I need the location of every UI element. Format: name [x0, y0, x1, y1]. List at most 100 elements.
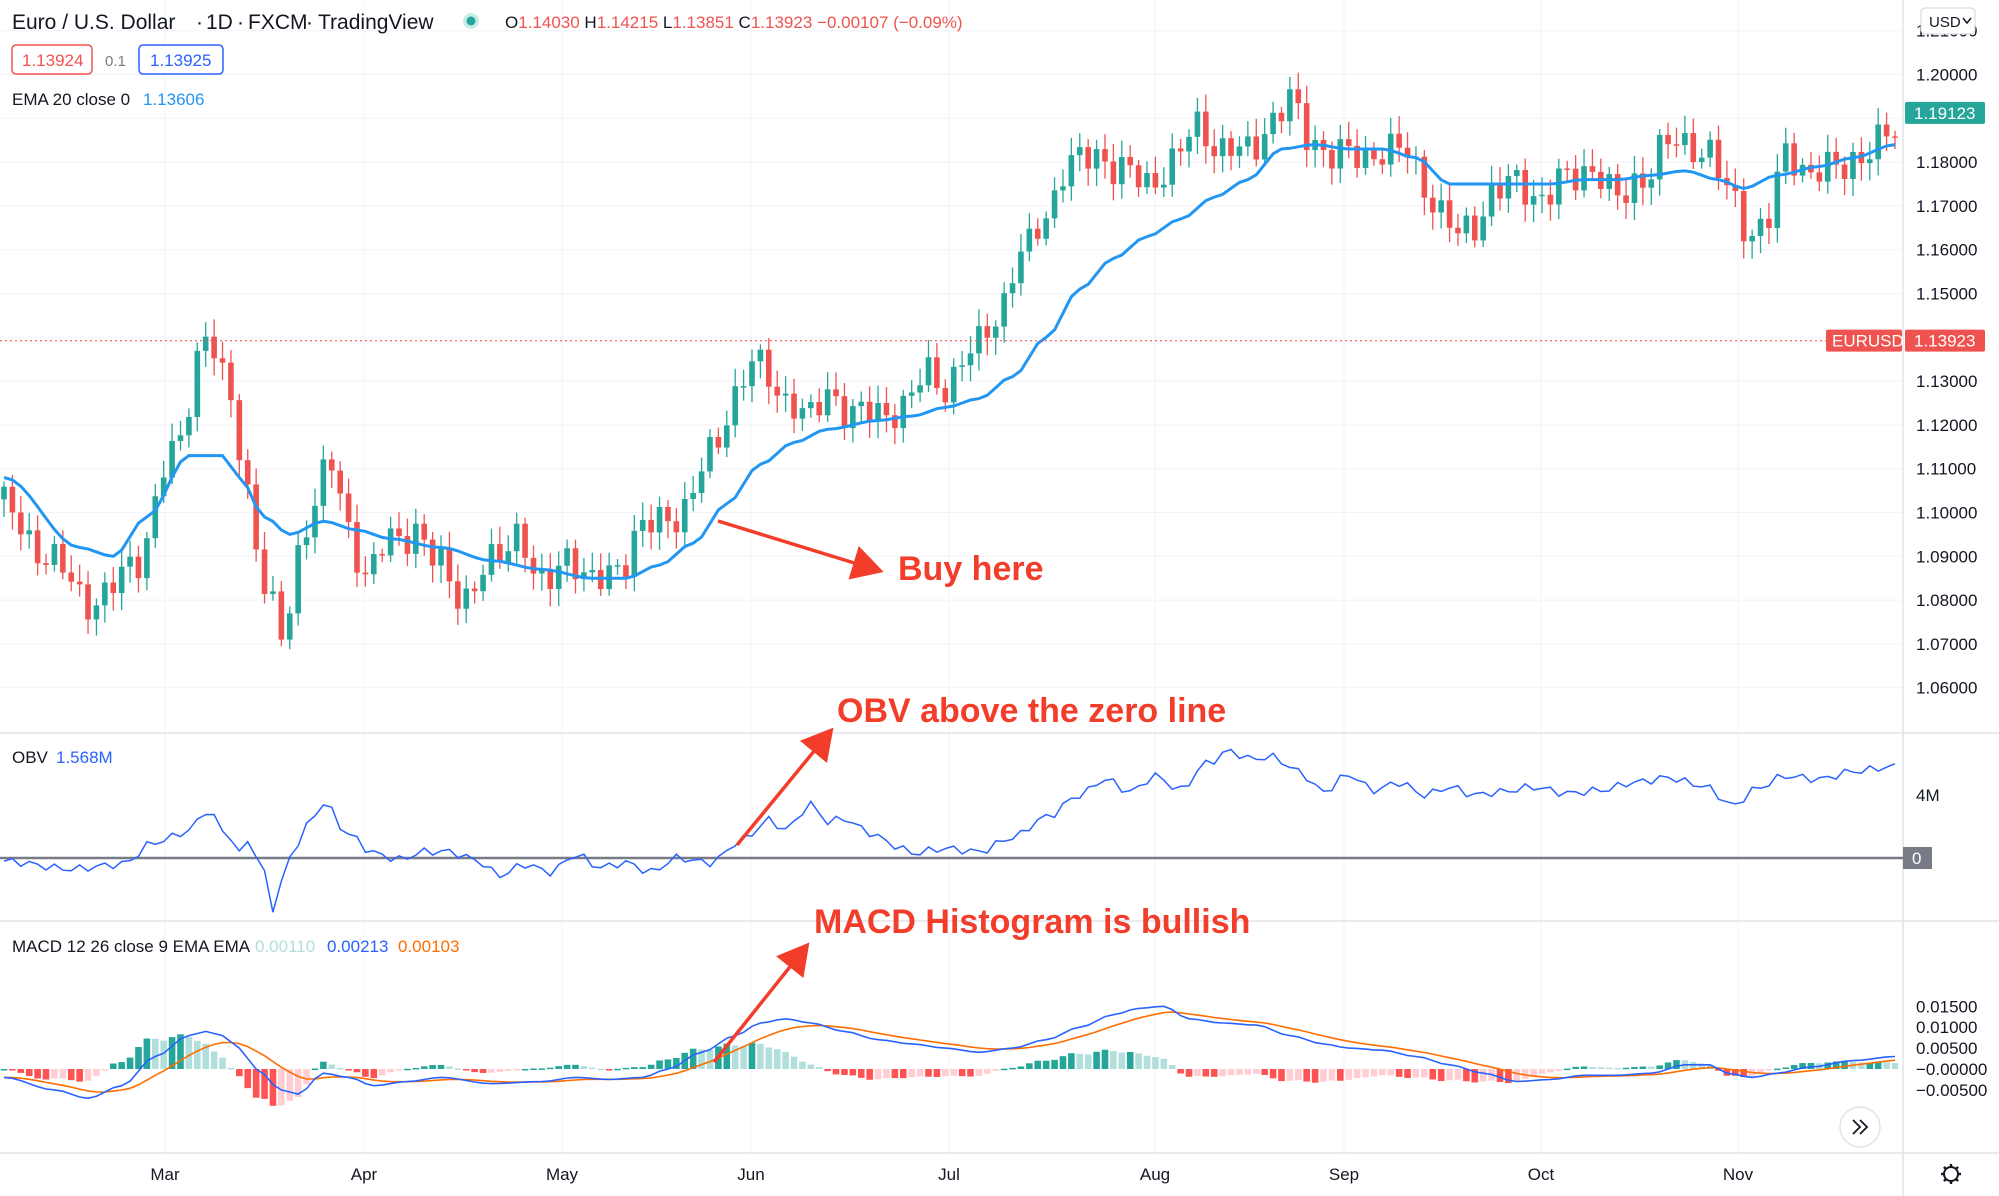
candle[interactable]	[984, 313, 991, 356]
candle[interactable]	[1505, 164, 1512, 213]
candle[interactable]	[1060, 169, 1066, 203]
ask-box[interactable]	[138, 44, 224, 75]
candle[interactable]	[774, 370, 781, 413]
candle[interactable]	[782, 376, 789, 412]
candle[interactable]	[1303, 85, 1310, 168]
candle[interactable]	[337, 461, 343, 511]
candle[interactable]	[177, 420, 184, 451]
candle[interactable]	[539, 553, 545, 591]
candle[interactable]	[118, 549, 125, 611]
candle[interactable]	[614, 558, 621, 575]
candle[interactable]	[1110, 143, 1117, 201]
candle[interactable]	[1203, 94, 1209, 164]
candle[interactable]	[1488, 165, 1495, 226]
candle[interactable]	[959, 350, 965, 382]
candle[interactable]	[9, 474, 16, 530]
candle[interactable]	[1522, 158, 1529, 222]
candle[interactable]	[1068, 137, 1075, 201]
candle[interactable]	[1816, 155, 1823, 192]
currency-button-bg[interactable]	[1920, 7, 1976, 35]
candle[interactable]	[673, 508, 680, 549]
candle[interactable]	[1001, 282, 1007, 343]
candle[interactable]	[1379, 148, 1386, 175]
candle[interactable]	[1026, 213, 1033, 262]
candle[interactable]	[723, 410, 730, 458]
candle[interactable]	[581, 558, 587, 592]
candle[interactable]	[1497, 166, 1503, 211]
candle[interactable]	[1169, 133, 1176, 197]
candle[interactable]	[1514, 164, 1520, 193]
candle[interactable]	[102, 572, 108, 623]
candle[interactable]	[328, 451, 335, 489]
candle[interactable]	[219, 341, 226, 381]
candle[interactable]	[1656, 129, 1663, 196]
candle[interactable]	[1614, 164, 1621, 210]
candle[interactable]	[144, 532, 150, 591]
candle[interactable]	[833, 372, 839, 406]
candle[interactable]	[1219, 124, 1226, 173]
candle[interactable]	[892, 404, 898, 445]
candle[interactable]	[236, 394, 243, 477]
candle[interactable]	[1177, 138, 1184, 166]
candle[interactable]	[766, 338, 772, 405]
candle[interactable]	[127, 540, 133, 583]
candle[interactable]	[1127, 145, 1133, 178]
candle[interactable]	[572, 539, 579, 594]
candle[interactable]	[1547, 179, 1554, 221]
candle[interactable]	[1606, 166, 1613, 202]
candle[interactable]	[992, 320, 999, 355]
candle[interactable]	[1757, 208, 1764, 254]
candle[interactable]	[707, 429, 713, 479]
candle[interactable]	[1698, 148, 1705, 169]
candle[interactable]	[320, 445, 327, 523]
candle[interactable]	[1589, 149, 1596, 179]
candle[interactable]	[791, 378, 797, 434]
candle[interactable]	[1530, 179, 1537, 223]
candle[interactable]	[606, 552, 612, 596]
candle[interactable]	[211, 319, 217, 376]
interval-label[interactable]: 1D	[206, 11, 233, 34]
candle[interactable]	[732, 368, 738, 438]
candle[interactable]	[1270, 101, 1276, 144]
candle[interactable]	[43, 553, 49, 575]
candle[interactable]	[1228, 131, 1234, 171]
candle[interactable]	[1144, 161, 1150, 195]
candle[interactable]	[1211, 129, 1218, 174]
candle[interactable]	[455, 564, 461, 625]
candle[interactable]	[681, 482, 688, 547]
candle[interactable]	[875, 385, 881, 439]
candle[interactable]	[967, 336, 974, 382]
candle[interactable]	[1354, 129, 1360, 178]
candle[interactable]	[1665, 122, 1671, 159]
candle[interactable]	[1102, 134, 1108, 179]
candle[interactable]	[135, 545, 142, 593]
candle[interactable]	[286, 606, 293, 650]
candle[interactable]	[1253, 118, 1260, 167]
candle[interactable]	[413, 508, 419, 569]
candle[interactable]	[1, 481, 7, 517]
candle[interactable]	[1009, 267, 1016, 308]
candle[interactable]	[1850, 142, 1856, 197]
candle[interactable]	[1337, 124, 1344, 184]
candle[interactable]	[51, 536, 58, 572]
candle[interactable]	[1438, 183, 1444, 229]
candle[interactable]	[85, 571, 91, 634]
candle[interactable]	[1749, 229, 1755, 259]
macd-legend-label[interactable]: MACD 12 26 close 9 EMA EMA	[12, 937, 251, 956]
candle[interactable]	[824, 372, 831, 422]
candle[interactable]	[295, 532, 301, 626]
candle[interactable]	[1808, 151, 1814, 179]
candle[interactable]	[1841, 156, 1848, 196]
candle[interactable]	[1690, 118, 1697, 169]
candle[interactable]	[639, 502, 646, 547]
candle[interactable]	[505, 535, 512, 572]
candle[interactable]	[1581, 149, 1587, 198]
candle[interactable]	[1732, 168, 1739, 208]
candle[interactable]	[1329, 141, 1335, 185]
candle[interactable]	[228, 350, 234, 418]
candle[interactable]	[429, 531, 436, 583]
candle[interactable]	[93, 598, 100, 636]
candle[interactable]	[1135, 159, 1142, 197]
candle[interactable]	[26, 512, 33, 549]
